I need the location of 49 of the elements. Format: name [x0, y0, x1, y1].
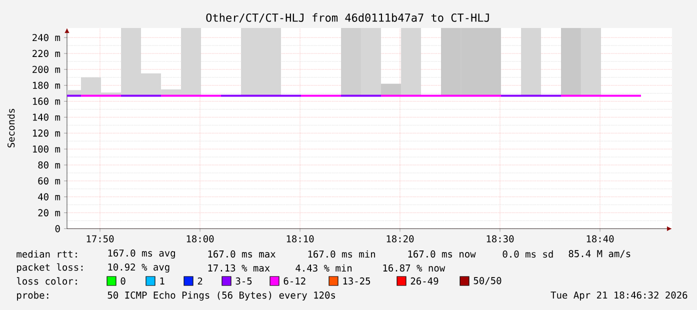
legend-label: 6-12	[284, 277, 306, 285]
y-tick-label: 240 m	[32, 34, 60, 42]
text: 50 ICMP Echo Pings (56 Bytes) every 120s	[108, 291, 336, 301]
y-tick-label: 100 m	[33, 145, 60, 153]
text: 0.0 ms sd	[502, 250, 553, 258]
y-tick-label: 40 m	[38, 193, 60, 200]
text: 167.0 ms avg	[108, 249, 175, 259]
bar	[581, 28, 601, 96]
y-tick-label: 0	[55, 225, 60, 232]
y-tick-label: 20 m	[38, 209, 60, 216]
x-tick-label: 18:40	[586, 235, 614, 242]
x-tick-label: 17:50	[86, 235, 114, 242]
legend-label: 0	[120, 277, 126, 285]
bar	[521, 28, 542, 96]
text: 167.0 ms max	[208, 250, 276, 258]
y-tick-label: 160 m	[33, 98, 60, 105]
text: packet loss:	[17, 263, 83, 273]
y-tick-label: 200 m	[32, 66, 60, 74]
legend-label: 1	[160, 278, 164, 284]
text: Tue Apr 21 18:46:32 2026	[550, 291, 688, 301]
y-tick-label: 120 m	[33, 130, 60, 137]
legend-label: 2	[198, 277, 202, 285]
text: 10.92 % avg	[108, 263, 170, 273]
text: probe:	[17, 291, 48, 301]
y-tick-label: 140 m	[33, 114, 60, 121]
y-axis-title: Seconds	[7, 108, 15, 148]
text: 167.0 ms now	[408, 250, 476, 258]
chart-title: Other/CT/CT-HLJ from 46d0111b47a7 to CT-HLJ	[206, 13, 489, 23]
legend-label: 13-25	[343, 277, 370, 285]
y-tick-label: 180 m	[33, 82, 60, 89]
text: 16.87 % now	[383, 264, 446, 272]
legend-label: 26-49	[410, 277, 438, 285]
y-tick-label: 80 m	[38, 161, 60, 169]
x-tick-label: 18:00	[186, 235, 214, 242]
legend-label: 3-5	[236, 277, 252, 285]
text: 85.4 M am/s	[568, 250, 630, 258]
x-tick-label: 18:30	[486, 235, 514, 242]
y-tick-label: 60 m	[38, 177, 60, 185]
legend-label: 50/50	[474, 277, 502, 285]
text: 167.0 ms min	[308, 250, 375, 258]
legend-title: loss color:	[16, 277, 77, 285]
y-tick-label: 220 m	[32, 50, 60, 58]
x-tick-label: 18:10	[286, 235, 314, 242]
bar	[560, 28, 581, 96]
text: 17.13 % max	[208, 264, 270, 272]
bar	[401, 28, 422, 96]
text: median rtt:	[16, 250, 77, 258]
x-tick-label: 18:20	[386, 235, 414, 242]
text: 4.43 % min	[296, 264, 352, 272]
